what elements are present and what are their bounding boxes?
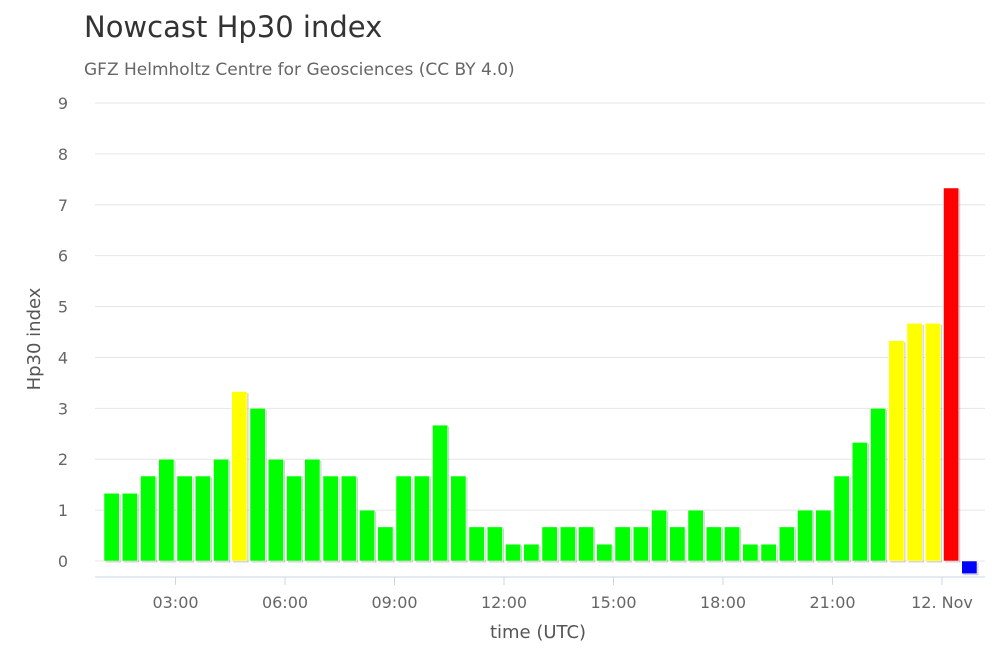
bar[interactable] bbox=[487, 526, 503, 562]
bar[interactable] bbox=[122, 493, 138, 562]
bar[interactable] bbox=[578, 526, 594, 562]
bar[interactable] bbox=[833, 475, 850, 562]
y-tick-label: 3 bbox=[58, 399, 68, 418]
bar[interactable] bbox=[450, 475, 467, 562]
bar[interactable] bbox=[797, 509, 813, 562]
bar[interactable] bbox=[760, 543, 777, 562]
x-tick-label: 06:00 bbox=[262, 593, 308, 612]
x-axis-title: time (UTC) bbox=[490, 622, 586, 643]
bar[interactable] bbox=[687, 509, 704, 562]
bar[interactable] bbox=[925, 323, 941, 562]
bar[interactable] bbox=[961, 560, 978, 574]
bar[interactable] bbox=[231, 391, 248, 562]
bar[interactable] bbox=[633, 526, 649, 562]
y-axis-tick-labels: 0 1 2 3 4 5 6 7 8 9 bbox=[58, 94, 68, 571]
bar[interactable] bbox=[268, 458, 284, 562]
chart-subtitle: GFZ Helmholtz Centre for Geosciences (CC… bbox=[84, 60, 515, 80]
x-tick-label: 12:00 bbox=[481, 593, 527, 612]
bar[interactable] bbox=[888, 340, 905, 562]
bar[interactable] bbox=[669, 526, 686, 562]
bar[interactable] bbox=[596, 543, 613, 562]
bar[interactable] bbox=[286, 475, 302, 562]
y-tick-label: 4 bbox=[58, 348, 68, 367]
bar[interactable] bbox=[359, 509, 375, 562]
bar[interactable] bbox=[140, 475, 156, 562]
bars bbox=[103, 187, 979, 576]
bar[interactable] bbox=[414, 475, 430, 562]
y-tick-label: 9 bbox=[58, 94, 68, 113]
bar[interactable] bbox=[523, 543, 540, 562]
x-tick-label: 12. Nov bbox=[911, 593, 973, 612]
bar[interactable] bbox=[213, 458, 229, 562]
bar[interactable] bbox=[706, 526, 722, 562]
bar[interactable] bbox=[103, 493, 120, 562]
y-tick-label: 1 bbox=[58, 501, 68, 520]
y-axis-title: Hp30 index bbox=[24, 287, 45, 390]
bar[interactable] bbox=[560, 526, 576, 562]
y-tick-label: 7 bbox=[58, 196, 68, 215]
chart-title: Nowcast Hp30 index bbox=[84, 10, 383, 44]
bar[interactable] bbox=[505, 543, 521, 562]
bar[interactable] bbox=[304, 458, 321, 562]
bar[interactable] bbox=[742, 543, 759, 562]
bar[interactable] bbox=[176, 475, 193, 562]
x-tick-label: 03:00 bbox=[152, 593, 198, 612]
bar[interactable] bbox=[815, 509, 832, 562]
bar[interactable] bbox=[870, 408, 886, 562]
x-tick-label: 18:00 bbox=[700, 593, 746, 612]
y-tick-label: 8 bbox=[58, 145, 68, 164]
bar[interactable] bbox=[779, 526, 795, 562]
bar[interactable] bbox=[852, 442, 868, 562]
y-tick-label: 6 bbox=[58, 247, 68, 266]
bar[interactable] bbox=[432, 424, 448, 562]
bar[interactable] bbox=[395, 475, 412, 562]
bar[interactable] bbox=[468, 526, 485, 562]
bar[interactable] bbox=[651, 509, 667, 562]
bar[interactable] bbox=[341, 475, 357, 562]
bar[interactable] bbox=[322, 475, 339, 562]
x-tick-label: 15:00 bbox=[590, 593, 636, 612]
bar[interactable] bbox=[158, 458, 175, 562]
bar[interactable] bbox=[614, 526, 631, 562]
y-tick-label: 2 bbox=[58, 450, 68, 469]
bar[interactable] bbox=[541, 526, 558, 562]
y-tick-label: 0 bbox=[58, 552, 68, 571]
x-axis-ticks: 03:00 06:00 09:00 12:00 15:00 18:00 21:00 12. N… bbox=[152, 577, 973, 612]
bar[interactable] bbox=[724, 526, 740, 562]
y-tick-label: 5 bbox=[58, 298, 68, 317]
bar[interactable] bbox=[249, 408, 266, 562]
x-tick-label: 09:00 bbox=[371, 593, 417, 612]
bar[interactable] bbox=[906, 323, 923, 562]
bar[interactable] bbox=[943, 187, 959, 562]
x-tick-label: 21:00 bbox=[809, 593, 855, 612]
bar[interactable] bbox=[377, 526, 394, 562]
bar[interactable] bbox=[195, 475, 211, 562]
